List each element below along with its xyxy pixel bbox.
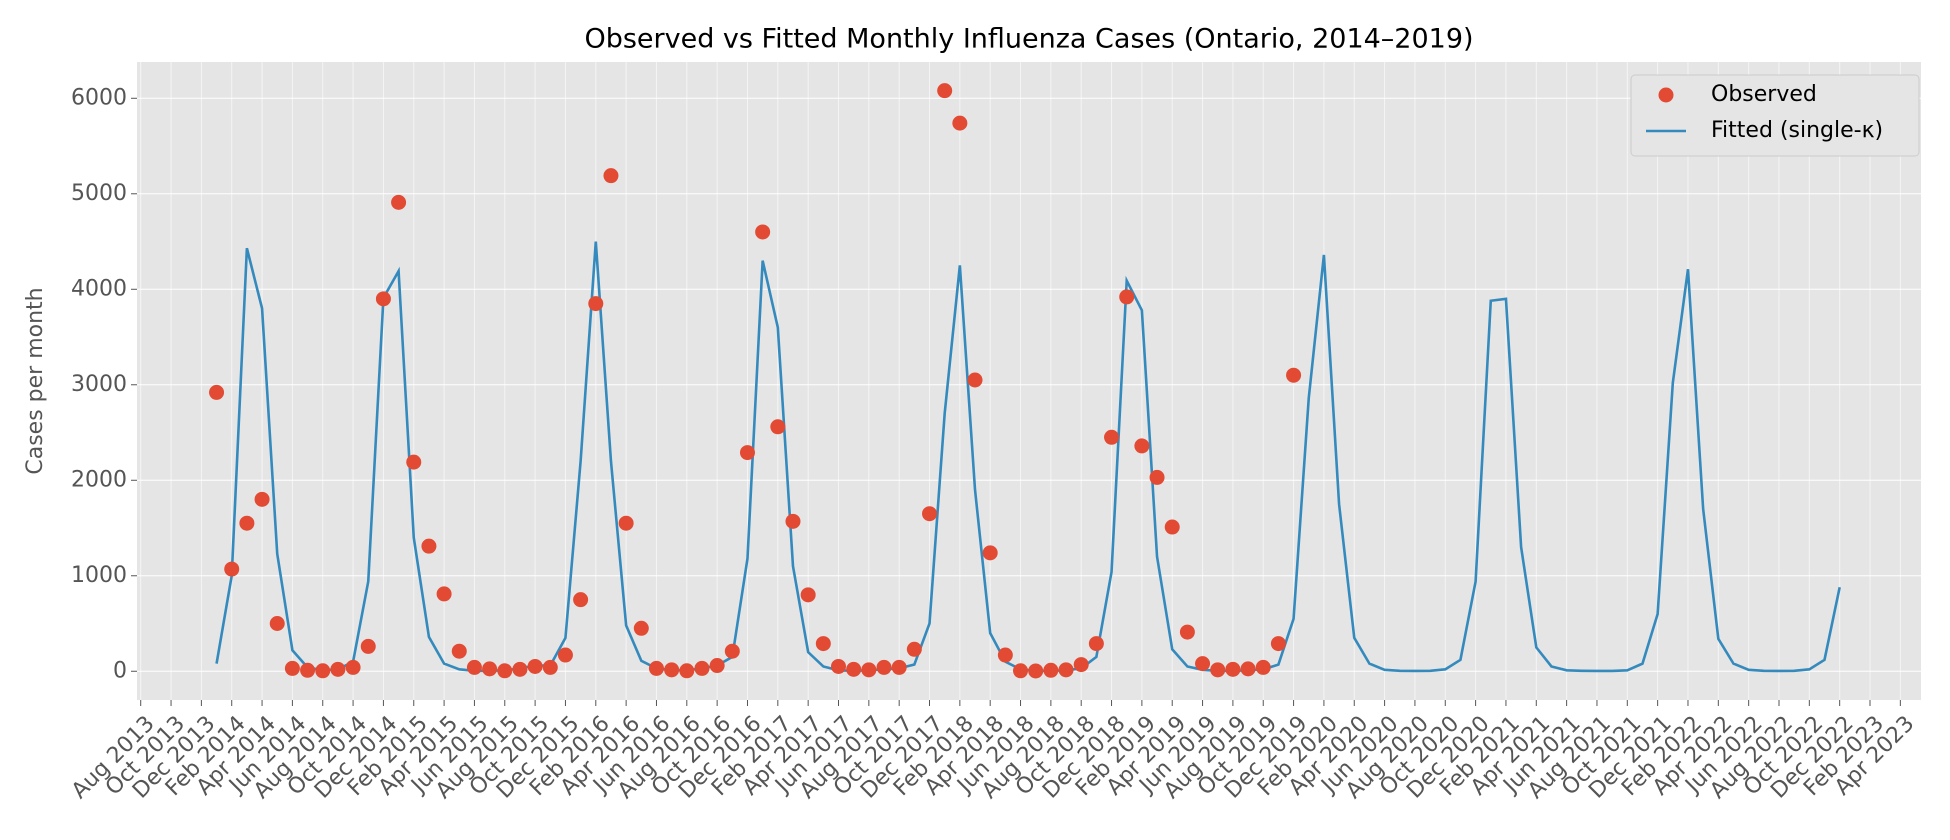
observed-point (709, 658, 725, 674)
observed-point (1013, 663, 1029, 679)
observed-point (1104, 429, 1120, 445)
observed-point (1088, 636, 1104, 652)
legend-marker (1658, 87, 1674, 103)
observed-point (406, 454, 422, 470)
observed-point (1119, 289, 1135, 305)
observed-point (603, 168, 619, 184)
observed-point (967, 372, 983, 388)
plot-area (137, 62, 1921, 700)
observed-point (300, 662, 316, 678)
observed-point (224, 561, 240, 577)
observed-point (952, 115, 968, 131)
y-tick-label: 1000 (71, 563, 127, 588)
observed-point (1286, 367, 1302, 383)
observed-point (330, 661, 346, 677)
y-tick-label: 6000 (71, 85, 127, 110)
observed-point (1164, 519, 1180, 535)
observed-point (891, 659, 907, 675)
observed-point (588, 296, 604, 312)
observed-point (269, 616, 285, 632)
observed-point (345, 659, 361, 675)
observed-point (724, 643, 740, 659)
observed-point (254, 491, 270, 507)
observed-point (861, 662, 877, 678)
observed-point (785, 513, 801, 529)
observed-point (846, 661, 862, 677)
observed-point (1210, 662, 1226, 678)
observed-point (466, 659, 482, 675)
chart-title: Observed vs Fitted Monthly Influenza Cas… (584, 24, 1473, 55)
observed-point (557, 647, 573, 663)
y-tick-label: 5000 (71, 181, 127, 206)
observed-point (1058, 662, 1074, 678)
observed-point (421, 538, 437, 554)
observed-point (922, 506, 938, 522)
observed-point (1043, 662, 1059, 678)
observed-point (512, 661, 528, 677)
observed-point (800, 587, 816, 603)
observed-point (906, 641, 922, 657)
observed-point (239, 515, 255, 531)
observed-point (542, 659, 558, 675)
observed-point (360, 638, 376, 654)
observed-point (1073, 657, 1089, 673)
observed-point (497, 663, 513, 679)
observed-point (679, 663, 695, 679)
observed-point (830, 658, 846, 674)
observed-point (209, 384, 225, 400)
observed-point (1195, 656, 1211, 672)
y-tick-label: 0 (113, 658, 127, 683)
observed-point (527, 658, 543, 674)
observed-point (739, 445, 755, 461)
y-axis-label: Cases per month (23, 287, 48, 474)
observed-point (937, 83, 953, 99)
legend-label: Observed (1711, 82, 1817, 107)
observed-point (1134, 438, 1150, 454)
y-tick-label: 3000 (71, 372, 127, 397)
y-tick-label: 4000 (71, 276, 127, 301)
observed-point (1149, 469, 1165, 485)
observed-point (815, 636, 831, 652)
observed-point (284, 660, 300, 676)
observed-point (664, 662, 680, 678)
observed-point (755, 224, 771, 240)
observed-point (1179, 624, 1195, 640)
legend-label: Fitted (single-κ) (1711, 118, 1883, 143)
observed-point (482, 661, 498, 677)
observed-point (451, 643, 467, 659)
observed-point (436, 586, 452, 602)
observed-point (876, 659, 892, 675)
observed-point (633, 620, 649, 636)
observed-point (315, 663, 331, 679)
observed-point (391, 194, 407, 210)
observed-point (694, 660, 710, 676)
observed-point (1225, 661, 1241, 677)
observed-point (1255, 659, 1271, 675)
observed-point (1028, 663, 1044, 679)
observed-point (618, 515, 634, 531)
observed-point (648, 660, 664, 676)
observed-point (1240, 661, 1256, 677)
observed-point (375, 291, 391, 307)
legend-box (1630, 74, 1920, 157)
observed-point (1270, 636, 1286, 652)
observed-point (997, 647, 1013, 663)
y-tick-label: 2000 (71, 467, 127, 492)
observed-point (982, 545, 998, 561)
observed-point (770, 419, 786, 435)
observed-point (573, 592, 589, 608)
